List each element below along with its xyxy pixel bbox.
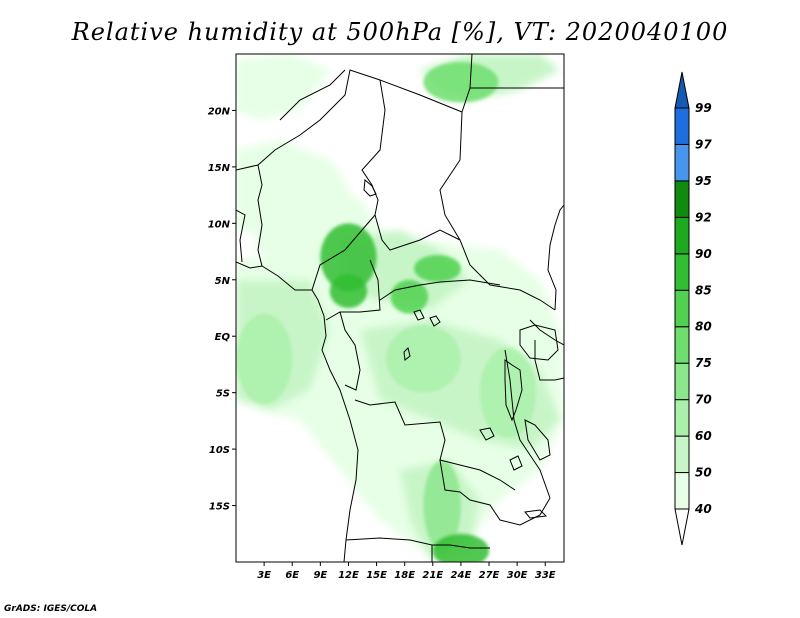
lon-tick-label-7: 24E — [451, 570, 472, 581]
lat-tick-label-6: 10S — [209, 445, 230, 456]
border-tanzania — [534, 340, 564, 381]
colorbar-segment-0 — [674, 472, 690, 510]
coastline — [236, 261, 359, 562]
border-sudan-ethiopia — [547, 204, 564, 311]
border-libya-egypt — [469, 54, 473, 89]
colorbar-segment-5 — [674, 289, 690, 328]
country-boundaries — [236, 54, 564, 562]
field-patch-nw — [236, 54, 330, 120]
colorbar: 40 50 60 70 75 80 85 90 92 95 97 99 — [674, 71, 712, 546]
colorbar-label-9: 95 — [695, 174, 712, 188]
lake-malawi — [524, 419, 551, 461]
colorbar-label-8: 92 — [695, 210, 712, 224]
lon-tick-label-4: 15E — [366, 570, 387, 581]
colorbar-segment-10 — [674, 107, 690, 145]
lat-tick-label-5: 5S — [216, 389, 230, 400]
colorbar-label-4: 75 — [695, 356, 712, 370]
border-car-drc — [379, 279, 501, 301]
lat-tick-label-4: EQ — [215, 332, 231, 343]
humid-region-9 — [385, 324, 461, 393]
lake-victoria — [519, 324, 559, 361]
grads-credit: GrADS: IGES/COLA — [4, 604, 98, 614]
humid-region-8 — [479, 347, 536, 438]
border-libya — [461, 87, 564, 113]
colorbar-segment-1 — [674, 435, 690, 474]
humidity-field — [236, 54, 564, 562]
border-benin-togo — [257, 164, 263, 267]
lake-chad — [363, 178, 377, 197]
border-chad-sudan — [439, 111, 556, 311]
humid-region-6 — [423, 460, 461, 551]
humid-region-0 — [423, 61, 499, 103]
border-nigeria-cameroon — [311, 229, 363, 291]
humid-region-4 — [390, 279, 429, 314]
colorbar-label-0: 40 — [694, 502, 712, 516]
longitude-axis: 3E 6E 9E 12E 15E 18E 21E 24E 27E 30E 33E — [257, 562, 556, 581]
border-cameroon-south — [325, 259, 381, 321]
colorbar-segment-9 — [674, 143, 690, 182]
humidity-strong-shading — [236, 61, 536, 562]
lon-tick-label-8: 27E — [479, 570, 500, 581]
humid-region-3 — [414, 254, 461, 283]
colorbar-segment-3 — [674, 362, 690, 401]
lon-tick-label-2: 9E — [313, 570, 327, 581]
border-niger-west — [279, 69, 346, 121]
border-niger-chad — [361, 79, 386, 231]
border-drc-angola — [354, 399, 516, 491]
lat-tick-label-2: 10N — [208, 219, 231, 230]
latitude-axis: 20N 15N 10N 5N EQ 5S 10S 15S — [208, 106, 236, 513]
border-chad-car — [374, 214, 461, 251]
map-frame — [235, 53, 565, 563]
lat-tick-label-1: 15N — [208, 163, 231, 174]
border-east — [504, 349, 551, 499]
colorbar-label-6: 85 — [695, 283, 712, 297]
inland-lakes — [403, 309, 548, 519]
colorbar-segment-8 — [674, 180, 690, 218]
colorbar-label-10: 97 — [695, 137, 712, 151]
colorbar-over-triangle — [674, 71, 690, 109]
lon-tick-label-3: 12E — [338, 570, 359, 581]
colorbar-label-3: 70 — [695, 393, 712, 407]
humid-region-1 — [320, 223, 377, 292]
lon-tick-label-5: 18E — [394, 570, 415, 581]
humid-region-2 — [329, 274, 368, 309]
lon-tick-label-1: 6E — [285, 570, 299, 581]
colorbar-label-11: 99 — [695, 101, 712, 115]
lat-tick-label-7: 15S — [209, 502, 230, 513]
lake-tanganyika — [504, 359, 523, 422]
lon-tick-label-9: 30E — [507, 570, 528, 581]
border-gabon-congo — [339, 311, 361, 391]
colorbar-segment-7 — [674, 216, 690, 255]
lat-tick-label-3: 5N — [215, 276, 231, 287]
colorbar-segment-6 — [674, 253, 690, 291]
colorbar-label-2: 60 — [695, 429, 712, 443]
colorbar-under-triangle — [674, 508, 690, 546]
lon-tick-label-0: 3E — [257, 570, 271, 581]
colorbar-segment-4 — [674, 326, 690, 364]
colorbar-label-1: 50 — [695, 466, 712, 480]
lon-tick-label-6: 21E — [422, 570, 443, 581]
humid-region-7 — [432, 533, 490, 562]
colorbar-label-7: 90 — [695, 247, 712, 261]
lon-tick-label-10: 33E — [535, 570, 556, 581]
lat-tick-label-0: 20N — [208, 106, 231, 117]
border-sahel — [236, 69, 463, 171]
humid-region-5 — [236, 313, 293, 404]
border-ghana — [236, 209, 246, 263]
border-zambia — [439, 459, 551, 526]
colorbar-segment-2 — [674, 399, 690, 437]
colorbar-label-5: 80 — [695, 320, 712, 334]
chart-title: Relative humidity at 500hPa [%], VT: 202… — [71, 18, 729, 46]
